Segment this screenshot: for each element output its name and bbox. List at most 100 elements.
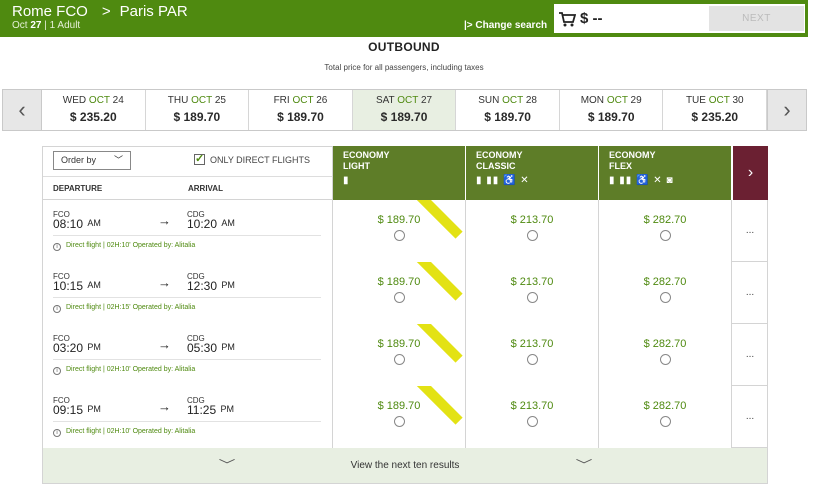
arrow-right-icon: → — [158, 275, 171, 290]
fare-radio[interactable] — [659, 230, 671, 241]
fare-option-classic[interactable]: $ 213.70 — [466, 262, 599, 324]
order-by-select[interactable]: Order by ﹀ — [53, 151, 131, 170]
fare-radio[interactable] — [526, 416, 538, 427]
change-search-link[interactable]: |> Change search — [464, 20, 548, 31]
flight-results: Order by﹀ ONLY DIRECT FLIGHTS DEPARTURE … — [42, 146, 768, 484]
date-option[interactable]: WED OCT 24 $ 235.20 — [42, 90, 146, 130]
date-price: $ 189.70 — [277, 110, 324, 124]
fare-price: $ 213.70 — [510, 338, 554, 350]
date-price: $ 235.20 — [69, 110, 117, 124]
fare-radio[interactable] — [526, 230, 538, 241]
flight-info[interactable]: i Direct flight | 02H:10' Operated by: Al… — [53, 428, 195, 437]
fare-price: $ 282.70 — [643, 338, 687, 350]
departure-column-label: DEPARTURE — [53, 184, 103, 193]
fare-features-icons: ▮ ▮▮ ♿ ✕ ◙ — [609, 175, 674, 186]
fare-radio[interactable] — [393, 292, 405, 303]
next-button[interactable]: NEXT — [709, 6, 804, 31]
arrow-right-icon: → — [158, 213, 171, 228]
date-dow: MON — [580, 95, 605, 106]
date-dow: FRI — [273, 95, 290, 106]
view-next-results-button[interactable]: ﹀ View the next ten results ﹀ — [42, 448, 768, 484]
fare-option-flex[interactable]: $ 282.70 — [599, 386, 732, 448]
fare-name: ECONOMY — [343, 150, 390, 160]
only-direct-label: ONLY DIRECT FLIGHTS — [210, 155, 311, 165]
flight-info[interactable]: i Direct flight | 02H:10' Operated by: Al… — [53, 242, 195, 251]
divider — [53, 421, 321, 422]
date-dow: WED — [62, 95, 87, 106]
flight-details: FCO 10:15 AM → CDG 12:30 PM i Direct flig… — [42, 262, 333, 324]
date-option[interactable]: THU OCT 25 $ 189.70 — [146, 90, 250, 130]
arrival-ampm: PM — [220, 404, 234, 414]
fare-radio[interactable] — [393, 416, 405, 427]
fare-option-flex[interactable]: $ 282.70 — [599, 200, 732, 262]
fare-option-light[interactable]: $ 189.70 — [333, 200, 466, 262]
departure-time: 08:10 AM — [53, 217, 101, 231]
fare-option-light[interactable]: $ 189.70 — [333, 386, 466, 448]
fare-radio[interactable] — [659, 292, 671, 303]
date-month: OCT — [606, 95, 628, 106]
arrival-time: 05:30 PM — [187, 341, 235, 355]
date-day: 24 — [112, 95, 124, 106]
chevron-down-icon: ﹀ — [575, 458, 593, 472]
date-day: 28 — [525, 95, 537, 106]
only-direct-filter[interactable]: ONLY DIRECT FLIGHTS — [194, 152, 311, 165]
more-fares-button[interactable]: ... — [733, 386, 768, 448]
flight-details: FCO 03:20 PM → CDG 05:30 PM i Direct flig… — [42, 324, 333, 386]
fare-price: $ 213.70 — [510, 276, 554, 288]
date-dow: SAT — [375, 95, 395, 106]
arrival-airport: CDG — [187, 334, 205, 343]
fare-radio[interactable] — [659, 354, 671, 365]
fare-option-light[interactable]: $ 189.70 — [333, 324, 466, 386]
date-day: 25 — [214, 95, 226, 106]
departure-time-value: 09:15 — [53, 403, 84, 417]
previous-dates-button[interactable]: ‹ — [3, 90, 42, 130]
date-option-selected[interactable]: SAT OCT 27 $ 189.70 — [352, 90, 457, 130]
flight-info[interactable]: i Direct flight | 02H:15' Operated by: Al… — [53, 304, 195, 313]
fare-option-classic[interactable]: $ 213.70 — [466, 324, 599, 386]
date-option[interactable]: TUE OCT 30 $ 235.20 — [663, 90, 768, 130]
arrival-airport: CDG — [187, 396, 205, 405]
fare-price: $ 213.70 — [510, 214, 554, 226]
date-month: OCT — [292, 95, 314, 106]
more-fares-button[interactable]: ... — [733, 200, 768, 262]
fare-radio[interactable] — [526, 292, 538, 303]
date-month: OCT — [397, 95, 419, 106]
date-option[interactable]: MON OCT 29 $ 189.70 — [560, 90, 664, 130]
fare-radio[interactable] — [393, 354, 405, 365]
fare-option-light[interactable]: $ 189.70 — [333, 262, 466, 324]
more-fares-button[interactable]: ... — [733, 262, 768, 324]
fare-option-classic[interactable]: $ 213.70 — [466, 386, 599, 448]
fare-radio[interactable] — [526, 354, 538, 365]
next-fares-button[interactable]: › — [733, 146, 768, 200]
page-title: OUTBOUND — [368, 40, 440, 54]
divider — [43, 176, 332, 177]
fare-option-classic[interactable]: $ 213.70 — [466, 200, 599, 262]
flight-row: FCO 03:20 PM → CDG 05:30 PM i Direct flig… — [42, 324, 768, 386]
date-price: $ 189.70 — [587, 110, 635, 124]
departure-time-value: 08:10 — [53, 217, 84, 231]
fare-option-flex[interactable]: $ 282.70 — [599, 262, 732, 324]
departure-ampm: PM — [87, 342, 101, 352]
info-icon: i — [53, 429, 61, 437]
date-month: OCT — [88, 95, 110, 106]
search-summary-bar: Rome FCO > Paris PAR Oct 27 | 1 Adult |> C… — [0, 0, 808, 37]
flight-info[interactable]: i Direct flight | 02H:10' Operated by: Al… — [53, 366, 195, 375]
fare-radio[interactable] — [659, 416, 671, 427]
fare-price: $ 282.70 — [643, 214, 687, 226]
date-option[interactable]: SUN OCT 28 $ 189.70 — [456, 90, 560, 130]
date-month: OCT — [708, 95, 730, 106]
fare-radio[interactable] — [393, 230, 405, 241]
departure-time: 09:15 PM — [53, 403, 101, 417]
chevron-down-icon: ﹀ — [218, 458, 236, 472]
more-fares-button[interactable]: ... — [733, 324, 768, 386]
next-dates-button[interactable]: › — [767, 90, 807, 130]
date-price: $ 189.70 — [173, 110, 221, 124]
date-option[interactable]: FRI OCT 26 $ 189.70 — [249, 90, 353, 130]
fare-option-flex[interactable]: $ 282.70 — [599, 324, 732, 386]
fare-type: FLEX — [609, 161, 633, 171]
checkbox-checked-icon[interactable] — [194, 152, 205, 165]
fare-header-economy-classic: ECONOMY CLASSIC ▮ ▮▮ ♿ ✕ — [466, 146, 599, 200]
departure-time: 03:20 PM — [53, 341, 101, 355]
fare-name: ECONOMY — [476, 150, 523, 160]
departure-airport: FCO — [53, 272, 70, 281]
